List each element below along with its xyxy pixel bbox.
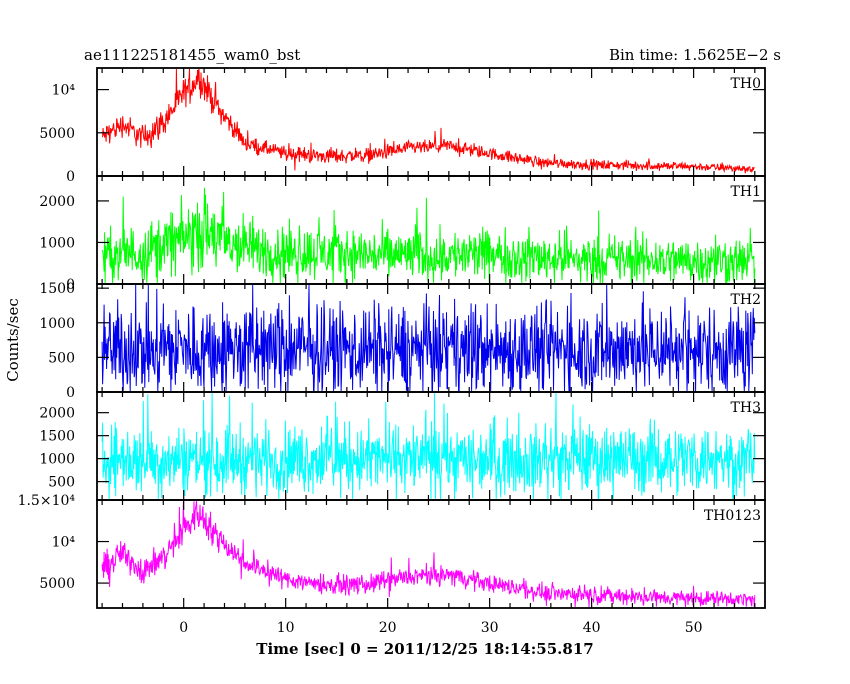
chart-title: ae111225181455_wam0_bst [84,46,300,64]
y-tick-label: 1500 [39,429,75,445]
x-axis-label: Time [sec] 0 = 2011/12/25 18:14:55.817 [256,640,593,658]
x-tick-label: 40 [583,620,601,636]
y-tick-label: 500 [48,350,75,366]
y-tick-label: 0 [66,277,75,293]
y-tick-label: 5000 [39,576,75,592]
x-tick-label: 50 [685,620,703,636]
series-line-th0 [101,68,755,174]
y-tick-label: 1.5×10⁴ [18,493,76,509]
y-tick-label: 10⁴ [52,83,76,99]
y-tick-label: 1000 [39,235,75,251]
panel-label: TH1 [731,184,761,200]
y-tick-label: 1500 [39,281,75,297]
panel-label: TH2 [731,292,761,308]
y-tick-label: 0 [66,385,75,401]
panels-group: TH00500010⁴TH1010002000TH2050010001500TH… [18,67,766,636]
series-line-th1 [101,187,756,284]
series-line-th3 [101,392,756,500]
y-tick-label: 5000 [39,126,75,142]
panel-label: TH3 [731,400,761,416]
panel-label: TH0 [731,76,761,92]
series-line-th2 [101,284,756,392]
x-tick-label: 20 [379,620,397,636]
series-line-th0123 [101,500,756,608]
bin-time-label: Bin time: 1.5625E−2 s [609,46,781,64]
y-tick-label: 2000 [39,406,75,422]
x-tick-label: 30 [481,620,499,636]
y-tick-label: 0 [66,169,75,185]
y-tick-label: 500 [48,475,75,491]
panel-label: TH0123 [704,508,761,524]
y-axis-label: Counts/sec [4,298,22,382]
x-tick-label: 10 [277,620,295,636]
panel-frame [96,499,766,609]
y-tick-label: 1000 [39,452,75,468]
y-tick-label: 2000 [39,194,75,210]
y-tick-label: 1000 [39,316,75,332]
y-tick-label: 10⁴ [52,535,76,551]
x-tick-label: 0 [179,620,188,636]
